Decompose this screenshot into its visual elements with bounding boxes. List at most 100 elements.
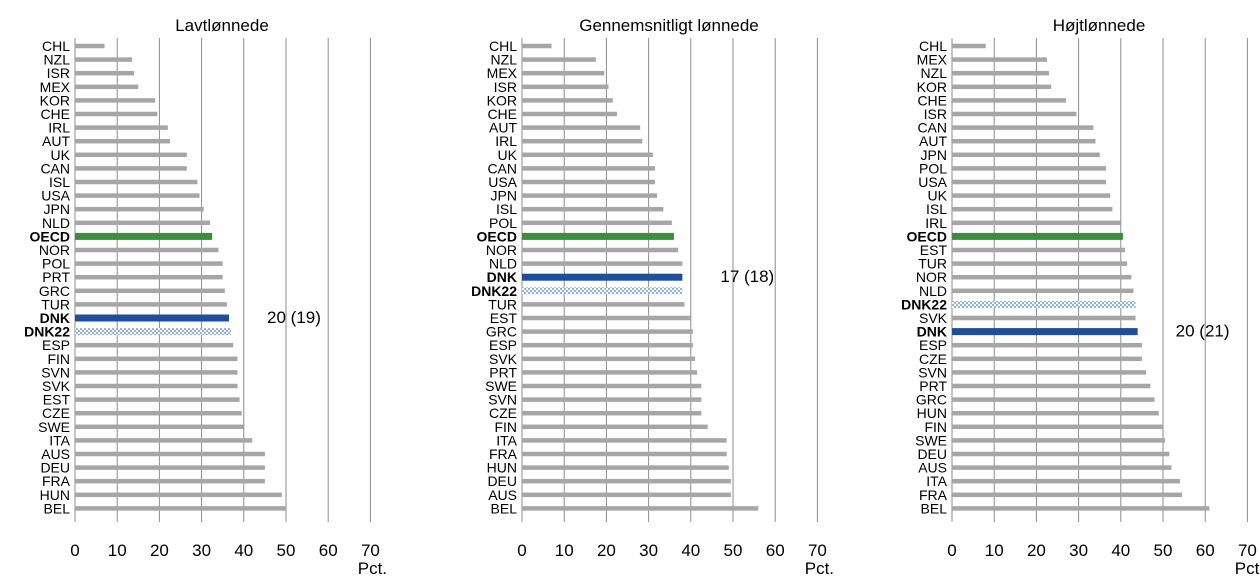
bar-bel (75, 506, 286, 511)
category-label: NOR (39, 242, 70, 258)
bar-oecd (522, 232, 674, 240)
category-label: TUR (488, 296, 517, 312)
category-label: UK (51, 147, 71, 163)
x-axis-label: Pct. (805, 559, 834, 578)
bar-svn (522, 397, 702, 402)
category-label: ESP (489, 337, 517, 353)
bar-fra (522, 451, 727, 457)
category-label: ITA (496, 432, 517, 448)
bar-chl (522, 43, 552, 49)
category-label: ISR (47, 65, 70, 81)
bar-chl (75, 43, 105, 49)
category-label: CZE (42, 405, 70, 421)
x-tick-label: 30 (1069, 541, 1088, 560)
category-label: HUN (917, 405, 947, 421)
bar-pol (952, 166, 1107, 171)
category-label: NZL (44, 52, 71, 68)
bar-nor (522, 247, 679, 253)
x-tick-label: 20 (150, 541, 169, 560)
bar-nld (952, 288, 1134, 294)
bar-grc (75, 288, 225, 294)
x-tick-label: 0 (517, 541, 526, 560)
category-label: USA (41, 188, 70, 204)
bar-est (952, 247, 1126, 253)
bar-nor (952, 274, 1132, 280)
bar-mex (75, 84, 139, 90)
category-label: SVN (488, 392, 517, 408)
category-label: MEX (487, 65, 518, 81)
bar-aut (75, 138, 170, 144)
category-label: UK (498, 147, 518, 163)
bar-fra (75, 478, 265, 484)
bar-dnk22 (522, 287, 683, 295)
bar-swe (522, 383, 702, 389)
category-label: NOR (486, 242, 517, 258)
x-tick-label: 30 (192, 541, 211, 560)
category-label: SVK (489, 351, 518, 367)
category-label: IRL (48, 120, 70, 136)
category-label: DEU (487, 473, 517, 489)
category-label: AUT (919, 133, 947, 149)
category-label: NZL (921, 65, 948, 81)
bar-cze (952, 356, 1142, 362)
x-tick-label: 70 (808, 541, 827, 560)
bar-cze (75, 410, 242, 416)
category-label: GRC (486, 324, 517, 340)
category-label: OECD (30, 228, 70, 244)
category-label: MEX (917, 52, 948, 68)
category-label: AUT (42, 133, 70, 149)
bar-hun (952, 410, 1159, 416)
bar-esp (522, 342, 693, 348)
bar-isr (952, 111, 1077, 117)
bar-swe (952, 438, 1166, 443)
x-tick-label: 10 (108, 541, 127, 560)
category-label: DEU (917, 446, 947, 462)
bar-oecd (75, 232, 213, 240)
bar-dnk (522, 273, 683, 281)
bar-mex (522, 70, 605, 76)
x-tick-label: 60 (319, 541, 338, 560)
category-label: IRL (925, 215, 947, 231)
bar-irl (75, 125, 168, 130)
bar-deu (75, 465, 265, 470)
bar-uk (952, 193, 1111, 198)
category-label: USA (918, 174, 947, 190)
bar-che (952, 98, 1066, 103)
category-label: SWE (38, 419, 70, 435)
category-label: SWE (485, 378, 517, 394)
category-label: KOR (487, 92, 517, 108)
category-label: CAN (917, 120, 947, 136)
bar-hun (75, 492, 282, 498)
bar-aus (522, 492, 731, 498)
bar-jpn (75, 206, 204, 212)
bar-nld (522, 261, 683, 266)
category-label: NZL (491, 52, 518, 68)
category-label: POL (489, 215, 517, 231)
bar-tur (952, 261, 1128, 266)
category-label: GRC (39, 283, 70, 299)
bar-oecd (952, 232, 1123, 240)
category-label: FIN (924, 419, 947, 435)
bar-uk (522, 152, 653, 158)
category-label: EST (43, 392, 71, 408)
bar-aut (952, 138, 1096, 144)
category-label: TUR (918, 256, 947, 272)
chart-title: Højtlønnede (1053, 16, 1146, 35)
bar-fra (952, 492, 1182, 498)
bar-prt (522, 370, 698, 375)
bar-dnk22 (75, 328, 232, 336)
x-tick-label: 40 (1111, 541, 1130, 560)
bar-usa (75, 193, 200, 198)
category-label: CAN (40, 160, 70, 176)
category-label: BEL (921, 500, 948, 516)
chart-title: Lavtlønnede (175, 16, 269, 35)
bar-uk (75, 152, 187, 158)
bar-isl (522, 206, 664, 212)
category-label: ISL (496, 201, 517, 217)
bar-nzl (522, 57, 596, 62)
category-label: NOR (916, 269, 947, 285)
category-label: SVN (918, 364, 947, 380)
category-label: IRL (495, 133, 517, 149)
bar-isl (952, 206, 1113, 212)
